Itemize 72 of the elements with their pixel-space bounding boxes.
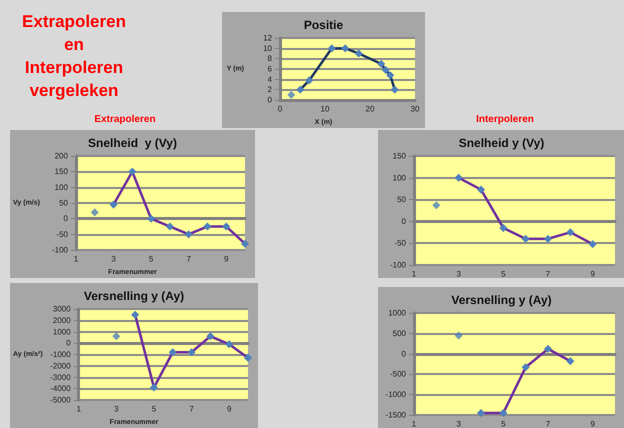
y-tick-label: 4 <box>268 74 273 84</box>
y-tick-label: 3000 <box>52 304 72 314</box>
text: Extrapoleren en Interpoleren vergeleken <box>21 11 127 102</box>
chart-title: Positie <box>304 18 344 32</box>
y-tick-label: -3000 <box>50 372 72 382</box>
chart-title: Snelheid y (Vy) <box>458 136 544 150</box>
y-tick-label: -100 <box>390 260 407 270</box>
x-tick-label: 9 <box>590 420 596 428</box>
x-tick-label: 3 <box>111 254 116 264</box>
x-tick-label: 5 <box>152 404 157 414</box>
y-tick-label: 0 <box>402 349 407 358</box>
y-tick-label: 200 <box>54 152 69 160</box>
y-tick-label: 1000 <box>52 327 72 336</box>
chart-title: Versnelling y (Ay) <box>451 293 552 307</box>
x-tick-label: 5 <box>501 420 506 428</box>
y-tick-label: -1500 <box>386 410 407 420</box>
y-tick-label: 50 <box>397 195 407 204</box>
y-tick-label: 0 <box>64 214 69 224</box>
x-tick-label: 9 <box>226 404 232 414</box>
y-tick-label: 0 <box>402 216 407 226</box>
x-tick-label: 3 <box>456 270 462 278</box>
y-tick-label: 10 <box>263 44 273 53</box>
y-tick-label: 500 <box>392 328 407 338</box>
x-tick-label: 7 <box>186 254 192 264</box>
y-tick-label: -1000 <box>50 350 72 359</box>
y-tick-label: -1000 <box>386 390 407 400</box>
x-tick-label: 7 <box>546 420 551 428</box>
y-tick-label: 2000 <box>52 316 72 325</box>
y-tick-label: -50 <box>56 230 69 239</box>
y-tick-label: 150 <box>54 167 69 176</box>
y-tick-label: 1000 <box>388 308 407 318</box>
x-tick-label: 9 <box>224 254 229 264</box>
y-tick-label: -4000 <box>50 384 72 394</box>
y-tick-label: 50 <box>59 198 69 208</box>
y-tick-label: -5000 <box>50 396 72 404</box>
y-tick-label: 2 <box>268 85 273 94</box>
x-tick-label: 1 <box>412 420 417 428</box>
point <box>454 331 463 340</box>
y-tick-label: 12 <box>263 34 273 42</box>
x-tick-label: 30 <box>410 104 420 114</box>
y-tick-label: 0 <box>268 96 273 104</box>
x-tick-label: 9 <box>590 270 596 278</box>
x-tick-label: 0 <box>278 104 283 114</box>
x-tick-label: 7 <box>546 270 551 278</box>
text: Extrapoleren <box>93 114 157 125</box>
point <box>90 208 99 216</box>
y-tick-label: 0 <box>66 338 72 348</box>
chart-title: Snelheid y (Vy) <box>88 136 177 150</box>
text: Interpoleren <box>475 114 535 125</box>
x-tick-label: 1 <box>74 254 79 264</box>
x-tick-label: 1 <box>76 404 82 414</box>
point <box>287 90 296 99</box>
x-tick-label: 5 <box>148 254 154 264</box>
y-tick-label: 100 <box>54 182 69 192</box>
x-tick-label: 1 <box>412 270 417 278</box>
y-tick-label: 100 <box>392 173 407 182</box>
point <box>112 332 120 340</box>
x-tick-label: 20 <box>366 104 375 114</box>
y-tick-label: 6 <box>268 64 273 74</box>
point <box>432 201 440 210</box>
y-tick-label: -2000 <box>50 361 72 370</box>
x-tick-label: 5 <box>501 270 506 278</box>
y-tick-label: -50 <box>394 238 407 248</box>
y-tick-label: -100 <box>52 246 69 254</box>
y-tick-label: 150 <box>392 152 407 160</box>
x-tick-label: 3 <box>456 420 462 428</box>
x-tick-label: 10 <box>320 104 330 114</box>
x-tick-label: 7 <box>189 404 194 414</box>
x-tick-label: 3 <box>114 404 120 414</box>
y-tick-label: -500 <box>390 370 407 379</box>
chart-title: Versnelling y (Ay) <box>84 289 184 303</box>
y-tick-label: 8 <box>268 54 273 64</box>
